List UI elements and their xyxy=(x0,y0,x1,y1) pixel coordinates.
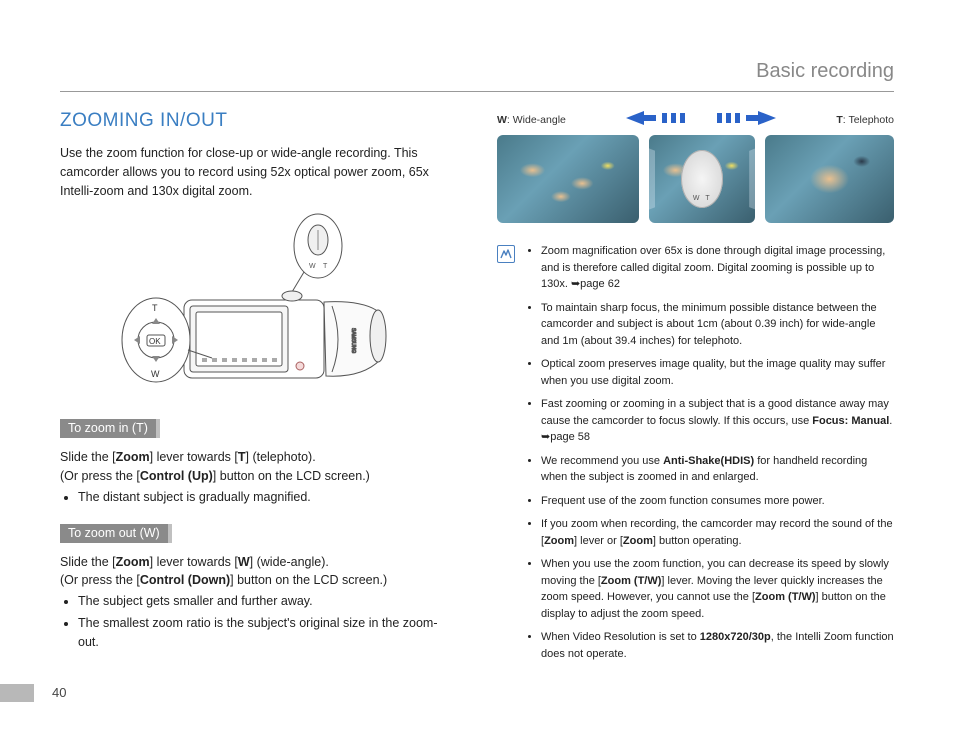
left-column: ZOOMING IN/OUT Use the zoom function for… xyxy=(60,110,457,669)
zoom-in-heading: To zoom in (T) xyxy=(60,419,160,438)
list-item: Frequent use of the zoom function consum… xyxy=(541,493,894,510)
section-heading: ZOOMING IN/OUT xyxy=(60,110,457,132)
side-tab xyxy=(0,684,34,702)
list-item: The subject gets smaller and further awa… xyxy=(78,592,457,611)
note-list: Zoom magnification over 65x is done thro… xyxy=(525,243,894,669)
wide-tele-legend: W: Wide-angle xyxy=(497,110,894,129)
list-item: The distant subject is gradually magnifi… xyxy=(78,488,457,507)
two-column-layout: ZOOMING IN/OUT Use the zoom function for… xyxy=(60,110,894,669)
intro-paragraph: Use the zoom function for close-up or wi… xyxy=(60,144,457,200)
list-item: Optical zoom preserves image quality, bu… xyxy=(541,356,894,389)
list-item: If you zoom when recording, the camcorde… xyxy=(541,516,894,549)
list-item: Zoom magnification over 65x is done thro… xyxy=(541,243,894,293)
w-label: W: Wide-angle xyxy=(497,114,566,126)
note-block: Zoom magnification over 65x is done thro… xyxy=(497,243,894,669)
page-number: 40 xyxy=(52,685,66,700)
zoom-out-heading: To zoom out (W) xyxy=(60,524,172,543)
example-photo-row: W T xyxy=(497,135,894,223)
list-item: We recommend you use Anti-Shake(HDIS) fo… xyxy=(541,453,894,486)
list-item: When Video Resolution is set to 1280x720… xyxy=(541,629,894,662)
right-column: W: Wide-angle xyxy=(497,110,894,669)
manual-page: Basic recording ZOOMING IN/OUT Use the z… xyxy=(0,0,954,730)
telephoto-photo xyxy=(765,135,894,223)
wide-angle-photo xyxy=(497,135,639,223)
zoom-in-text: Slide the [Zoom] lever towards [T] (tele… xyxy=(60,448,457,506)
svg-text:W: W xyxy=(151,369,160,379)
mid-zoom-photo: W T xyxy=(649,135,755,223)
zoom-bar-icon xyxy=(626,110,776,129)
svg-text:SAMSUNG: SAMSUNG xyxy=(350,328,356,353)
list-item: The smallest zoom ratio is the subject's… xyxy=(78,614,457,652)
svg-text:T: T xyxy=(152,303,158,313)
camcorder-illustration: W T xyxy=(60,210,457,405)
ok-label: OK xyxy=(149,337,161,346)
t-label: T: Telephoto xyxy=(836,114,894,126)
chapter-title: Basic recording xyxy=(60,60,894,83)
zoom-out-text: Slide the [Zoom] lever towards [W] (wide… xyxy=(60,553,457,652)
list-item: Fast zooming or zooming in a subject tha… xyxy=(541,396,894,446)
note-icon xyxy=(497,245,515,263)
list-item: To maintain sharp focus, the minimum pos… xyxy=(541,300,894,350)
svg-text:W: W xyxy=(309,263,316,270)
svg-text:T: T xyxy=(323,263,328,270)
zoom-lever-overlay-icon: W T xyxy=(681,150,723,208)
list-item: When you use the zoom function, you can … xyxy=(541,556,894,622)
divider xyxy=(60,91,894,92)
